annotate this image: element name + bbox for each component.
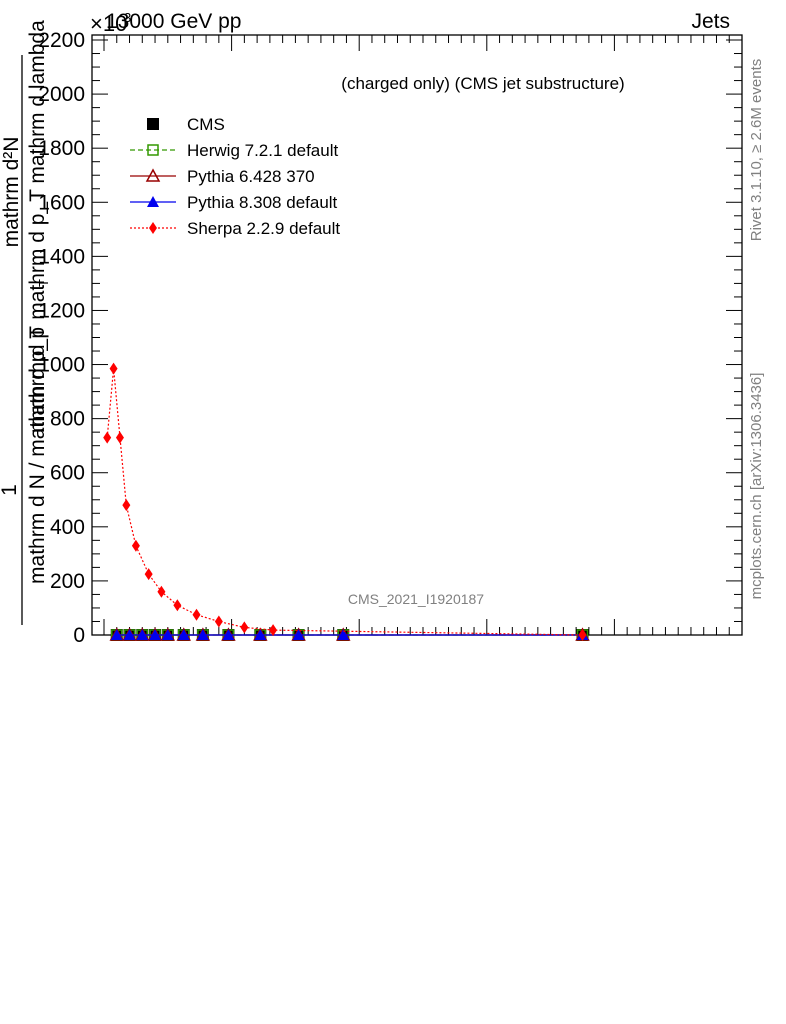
- y-tick-label: 600: [50, 462, 85, 485]
- energy-label: 13000 GeV pp: [106, 10, 241, 33]
- data-point: [214, 615, 223, 628]
- legend: CMS Herwig 7.2.1 default Pythia 6.428 370 P…: [130, 115, 340, 238]
- y-axis-ticks: 0 200 400 600 800 1000 1200 1400 1600 1800 2000 220…: [38, 29, 742, 647]
- series-layer: [103, 362, 590, 641]
- data-point: [115, 431, 124, 444]
- process-label: Jets: [691, 10, 730, 33]
- data-point: [157, 585, 166, 598]
- data-point: [192, 608, 201, 621]
- data-point: [103, 431, 112, 444]
- legend-marker: [149, 222, 157, 234]
- rivet-label: Rivet 3.1.10, ≥ 2.6M events: [748, 59, 765, 242]
- data-point: [177, 629, 190, 640]
- series-4: [103, 362, 587, 641]
- y-tick-label: 2000: [38, 83, 85, 106]
- data-point: [254, 629, 267, 640]
- data-point: [196, 629, 209, 640]
- data-point: [269, 624, 278, 637]
- analysis-label: CMS_2021_I1920187: [348, 591, 484, 607]
- y-label-top: mathrm d²N: [0, 137, 23, 248]
- data-point: [222, 629, 235, 640]
- series-3: [110, 629, 589, 640]
- legend-label: CMS: [187, 115, 225, 134]
- legend-marker: [147, 144, 159, 156]
- data-point: [173, 599, 182, 612]
- data-point: [149, 629, 162, 640]
- legend-label: Sherpa 2.2.9 default: [187, 219, 340, 238]
- data-point: [122, 499, 131, 512]
- y-label-middle: mathrm d p_T mathrm d lambda: [26, 20, 49, 320]
- y-tick-label: 400: [50, 516, 85, 539]
- data-point: [131, 539, 140, 552]
- data-point: [123, 629, 136, 640]
- exponent-label: ×10: [90, 11, 127, 36]
- legend-marker: [147, 118, 159, 130]
- data-point: [578, 629, 587, 641]
- y-tick-label: 1200: [38, 299, 85, 322]
- y-label-subscript: T: [36, 279, 51, 287]
- y-tick-label: 0: [73, 624, 85, 647]
- legend-label: Herwig 7.2.1 default: [187, 141, 338, 160]
- data-point: [144, 568, 153, 581]
- y-tick-label: 1000: [38, 354, 85, 377]
- exponent-power: 3: [124, 10, 131, 25]
- y-tick-label: 2200: [38, 29, 85, 52]
- legend-label: Pythia 8.308 default: [187, 193, 338, 212]
- data-point: [136, 629, 149, 640]
- legend-marker: [147, 196, 159, 207]
- data-point: [337, 629, 350, 640]
- mcplots-label: mcplots.cern.ch [arXiv:1306.3436]: [748, 373, 765, 600]
- y-axis-label: mathrm d²N mathrm d p_T mathrm d lambda …: [0, 20, 51, 625]
- data-point: [110, 629, 123, 640]
- y-tick-label: 1600: [38, 191, 85, 214]
- chart-title: (charged only) (CMS jet substructure): [341, 74, 624, 93]
- data-point: [240, 621, 249, 634]
- y-label-denominator: mathrm d N / mathrm d p_T: [26, 326, 49, 584]
- data-point: [161, 629, 174, 640]
- y-label-numerator: 1: [0, 484, 21, 496]
- y-tick-label: 800: [50, 408, 85, 431]
- y-tick-label: 1400: [38, 245, 85, 268]
- legend-marker: [145, 168, 161, 182]
- data-point: [292, 629, 305, 640]
- series-line: [106, 368, 583, 636]
- data-point: [109, 362, 118, 375]
- y-tick-label: 1800: [38, 137, 85, 160]
- legend-label: Pythia 6.428 370: [187, 167, 315, 186]
- y-label-front: mathrm d p: [26, 327, 49, 433]
- y-tick-label: 200: [50, 570, 85, 593]
